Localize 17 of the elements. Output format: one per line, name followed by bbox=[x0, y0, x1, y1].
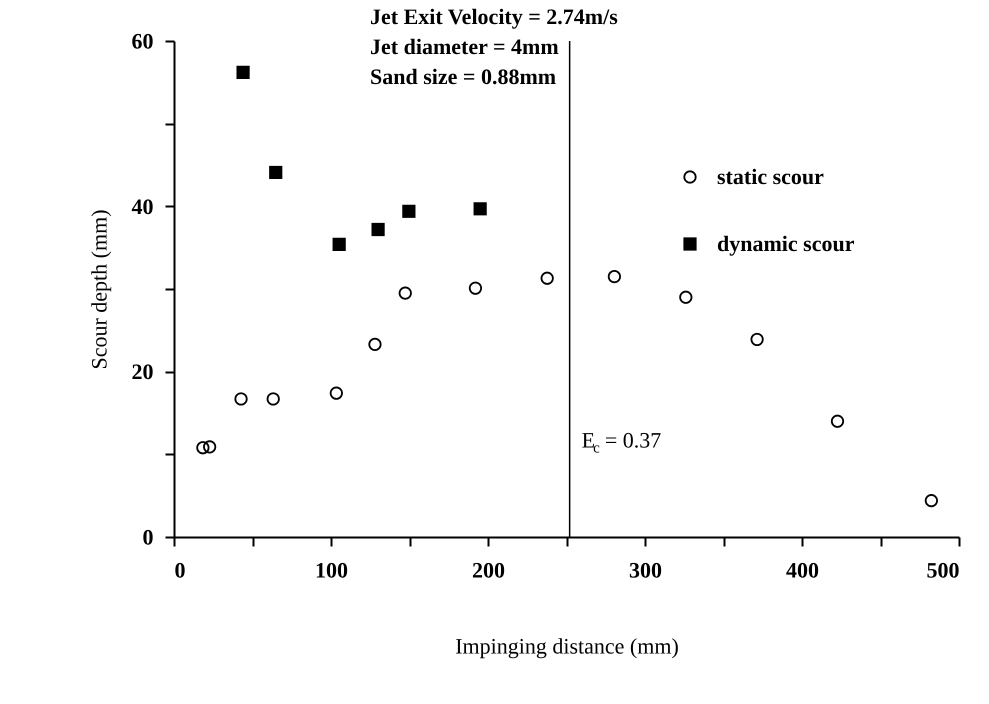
x-axis-title: Impinging distance (mm) bbox=[455, 634, 679, 658]
text: Jet Exit Velocity = 2.74m/s bbox=[370, 4, 618, 29]
x-tick-label: 500 bbox=[926, 558, 960, 582]
y-tick-label: 40 bbox=[132, 194, 154, 219]
y-tick-label: 0 bbox=[142, 524, 154, 550]
x-tick-label: 300 bbox=[629, 558, 662, 582]
x-tick-label: 100 bbox=[315, 558, 348, 582]
y-axis-title: Scour depth (mm) bbox=[86, 209, 112, 370]
x-tick-label: 400 bbox=[786, 558, 819, 582]
annotation: Jet diameter = 4mm bbox=[370, 34, 559, 59]
y-tick-label: 20 bbox=[132, 359, 154, 384]
x-tick-label: 0 bbox=[174, 558, 186, 582]
y-tick-label: 60 bbox=[132, 28, 154, 54]
annotation: Sand size = 0.88mm bbox=[370, 64, 556, 89]
legend-label: static scour bbox=[717, 164, 824, 189]
x-tick-label: 200 bbox=[472, 558, 505, 582]
legend-label: dynamic scour bbox=[717, 231, 855, 256]
